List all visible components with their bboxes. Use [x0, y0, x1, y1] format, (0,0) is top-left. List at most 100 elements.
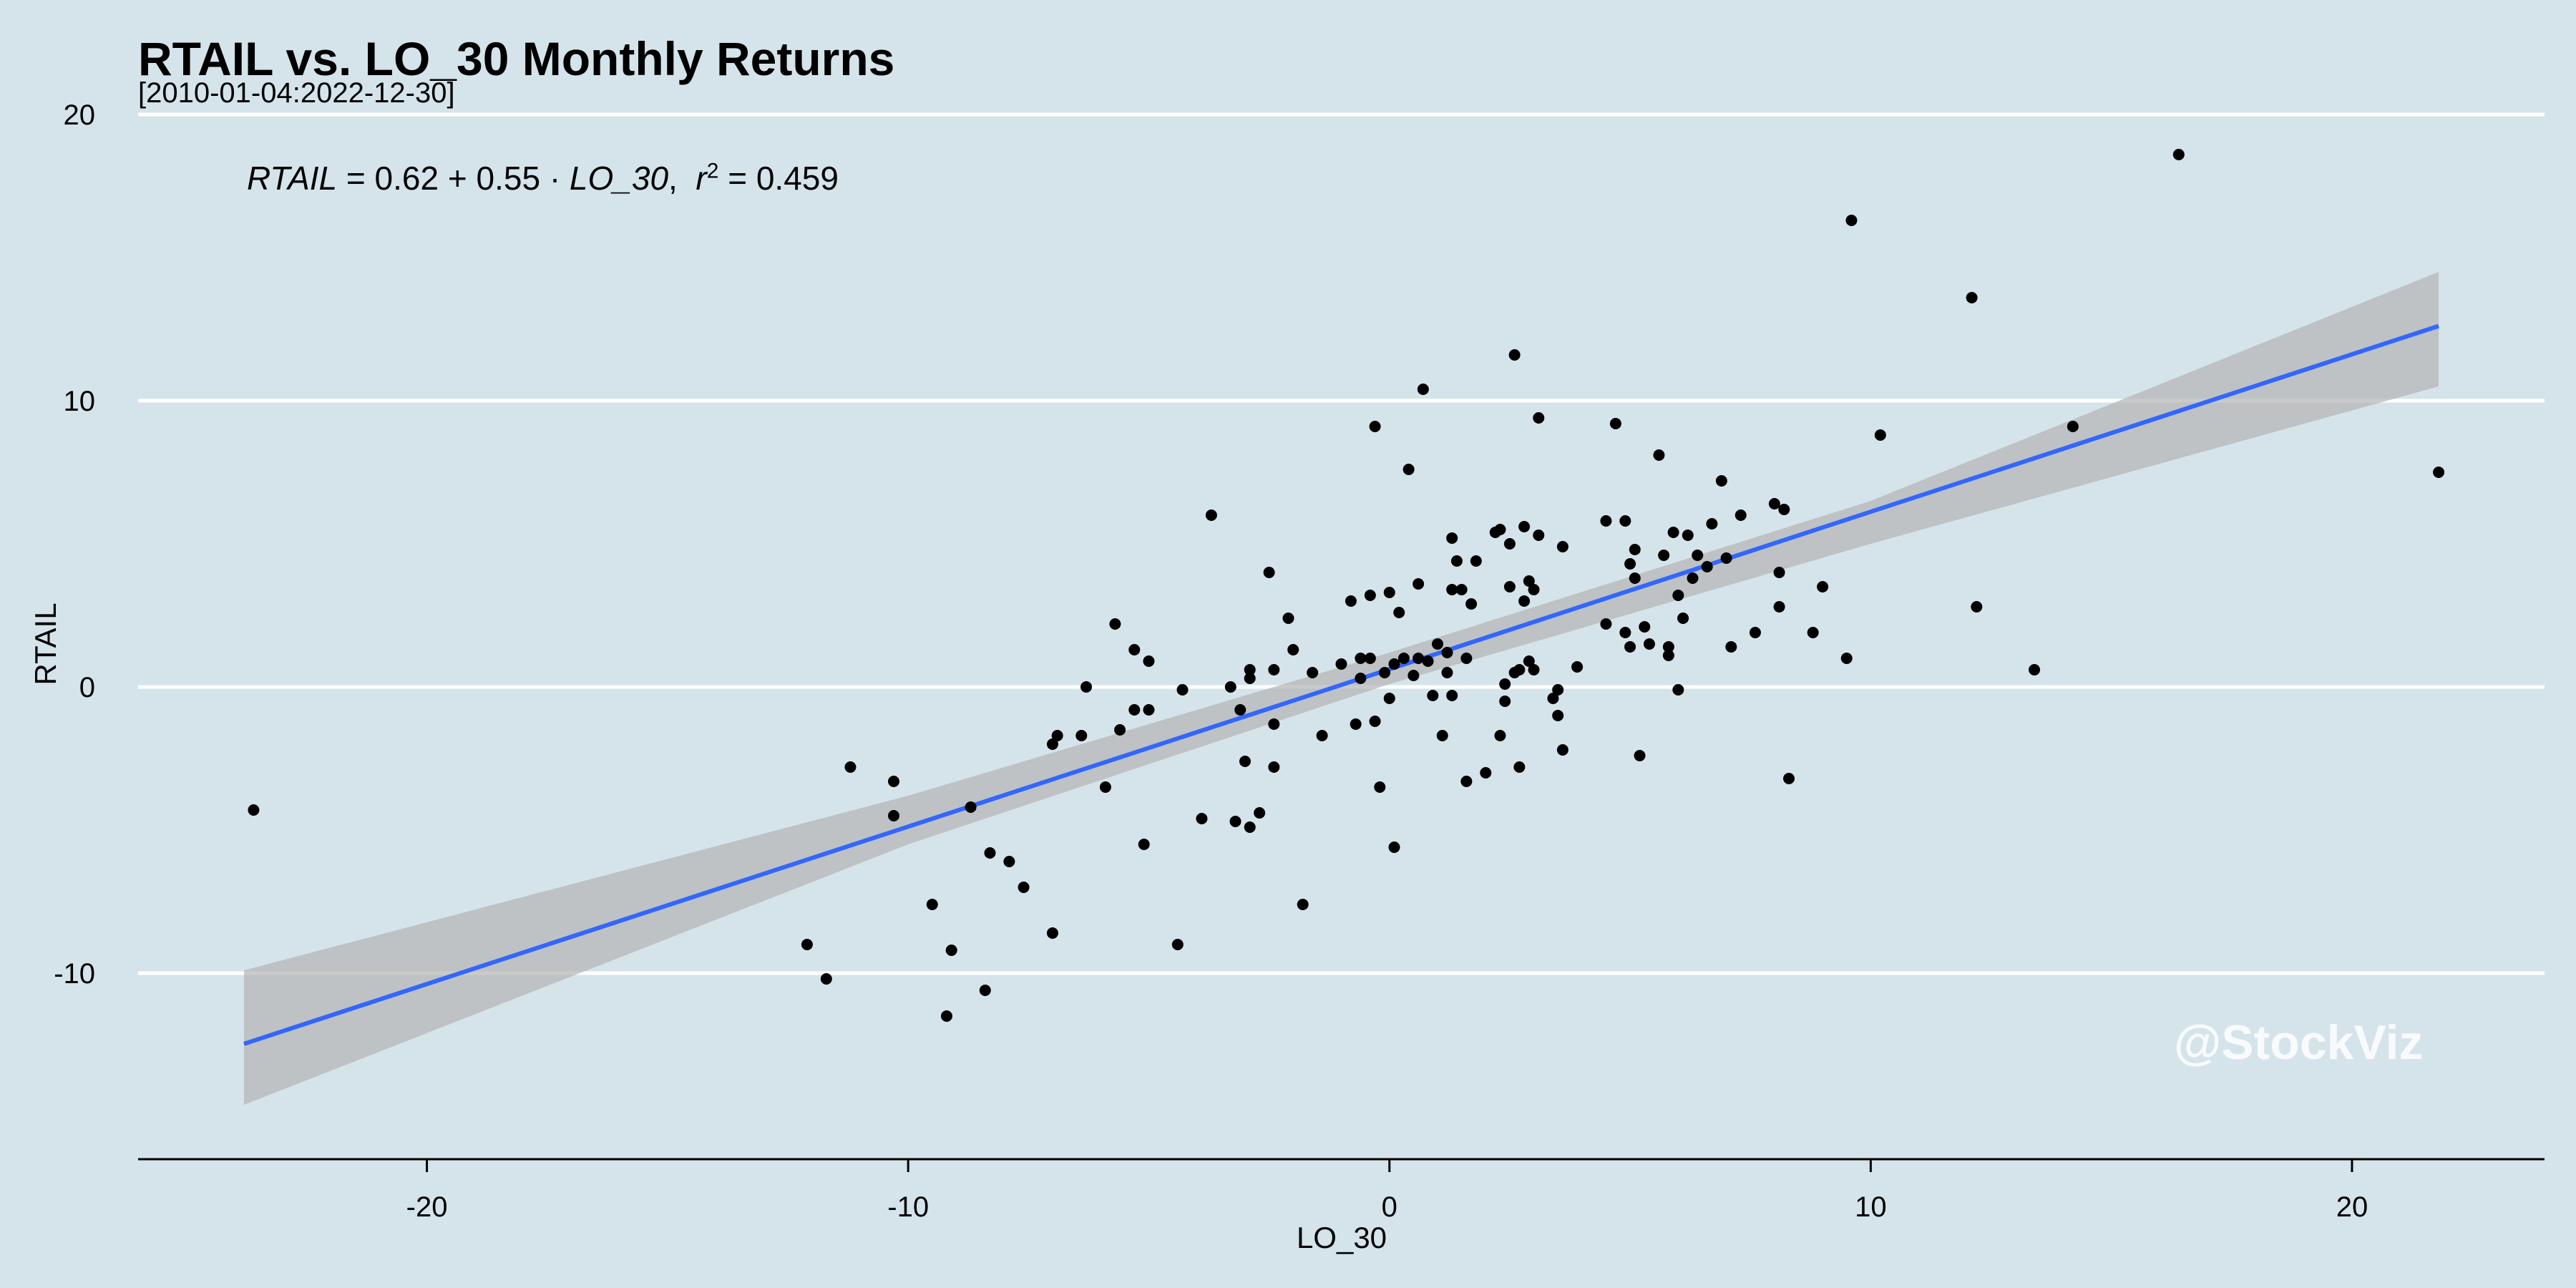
data-point — [1393, 607, 1405, 618]
y-tick-label: -10 — [54, 958, 95, 990]
data-point — [844, 761, 857, 773]
data-point — [1369, 716, 1381, 727]
chart-title: RTAIL vs. LO_30 Monthly Returns — [138, 32, 895, 85]
data-point — [1355, 673, 1367, 684]
data-point — [1499, 696, 1511, 707]
data-point — [965, 801, 977, 813]
data-point — [1441, 667, 1453, 678]
data-point — [1446, 690, 1458, 701]
data-point — [1523, 575, 1535, 587]
data-point — [1494, 730, 1506, 741]
data-point — [1355, 653, 1367, 664]
data-point — [2029, 664, 2041, 675]
data-point — [1369, 421, 1381, 432]
data-point — [1677, 613, 1689, 624]
data-point — [1768, 498, 1780, 509]
data-point — [1639, 621, 1651, 633]
data-point — [984, 847, 996, 859]
data-point — [1114, 724, 1126, 736]
data-point — [1345, 595, 1357, 607]
data-point — [1455, 584, 1468, 595]
data-point — [1571, 661, 1584, 673]
data-point — [1350, 718, 1362, 730]
confidence-band — [243, 272, 2439, 1105]
data-point — [1460, 776, 1473, 787]
data-point — [1682, 530, 1694, 541]
data-point — [1513, 761, 1526, 773]
data-point — [1528, 584, 1540, 595]
data-point — [1316, 730, 1328, 741]
equation-r-symbol: r — [696, 160, 707, 197]
data-point — [1268, 761, 1280, 773]
data-point — [1692, 550, 1704, 561]
data-point — [1494, 524, 1506, 535]
data-point — [1143, 704, 1155, 716]
data-points — [248, 149, 2445, 1022]
data-point — [1720, 552, 1732, 564]
data-point — [1706, 518, 1718, 530]
data-point — [1653, 449, 1665, 461]
data-point — [1619, 515, 1631, 527]
data-point — [1297, 899, 1309, 910]
data-point — [1441, 647, 1453, 658]
data-point — [1075, 730, 1088, 741]
data-point — [926, 899, 938, 910]
data-point — [1533, 412, 1545, 424]
data-point — [1051, 730, 1063, 741]
data-point — [1383, 587, 1395, 598]
y-tick-label: 20 — [64, 99, 96, 131]
data-point — [1446, 532, 1458, 544]
data-point — [1701, 561, 1713, 572]
data-point — [940, 1010, 952, 1022]
data-point — [1099, 781, 1111, 793]
data-point — [801, 939, 813, 950]
x-axis-ticks: -20 -10 0 10 20 — [406, 1159, 2368, 1223]
grid-lines — [138, 112, 2545, 975]
data-point — [1508, 349, 1521, 361]
data-point — [1773, 601, 1785, 613]
data-point — [1254, 807, 1266, 819]
data-point — [1533, 530, 1545, 541]
data-point — [1417, 384, 1429, 395]
data-point — [1840, 653, 1853, 664]
data-point — [1600, 515, 1612, 527]
data-point — [1556, 541, 1568, 552]
data-point — [1783, 773, 1795, 784]
data-point — [1109, 618, 1121, 630]
data-point — [1268, 664, 1280, 675]
data-point — [1143, 655, 1155, 667]
data-point — [1196, 813, 1208, 824]
x-tick-label: -20 — [406, 1191, 448, 1223]
data-point — [1735, 509, 1747, 521]
data-point — [1624, 641, 1636, 653]
data-point — [1239, 756, 1251, 767]
data-point — [1470, 555, 1482, 567]
data-point — [1643, 638, 1655, 650]
x-axis-label: LO_30 — [1297, 1221, 1387, 1254]
data-point — [1634, 750, 1646, 761]
y-tick-label: 0 — [79, 672, 95, 703]
y-tick-label: 10 — [64, 386, 96, 417]
data-point — [1667, 527, 1679, 538]
data-point — [1817, 581, 1829, 592]
data-point — [1662, 641, 1674, 653]
data-point — [1460, 653, 1473, 664]
data-point — [1552, 684, 1564, 696]
data-point — [1432, 638, 1444, 650]
data-point — [945, 945, 957, 956]
data-point — [1807, 627, 1819, 638]
data-point — [1422, 655, 1434, 667]
data-point — [2067, 421, 2079, 432]
data-point — [1374, 781, 1386, 793]
data-point — [1658, 550, 1670, 561]
data-point — [1513, 664, 1526, 675]
data-point — [1518, 595, 1531, 607]
data-point — [1282, 613, 1294, 624]
data-point — [1499, 678, 1511, 690]
data-point — [1413, 653, 1425, 664]
data-point — [1845, 215, 1858, 226]
data-point — [1244, 673, 1256, 684]
data-point — [1307, 667, 1319, 678]
data-point — [1397, 653, 1410, 664]
equation-r-value: = 0.459 — [728, 160, 839, 197]
